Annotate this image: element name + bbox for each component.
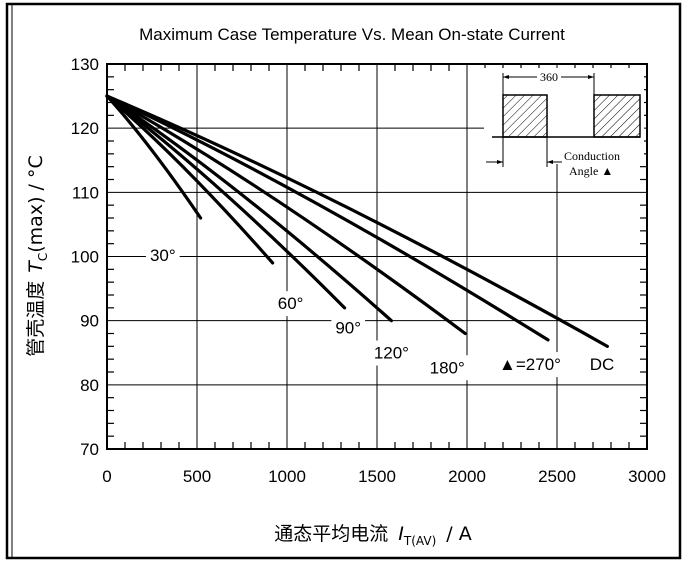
- annotation-label: 180°: [425, 355, 469, 381]
- y-tick-label: 110: [72, 183, 99, 202]
- annotation-label: DC: [585, 352, 619, 378]
- annotation-label: ▲=270°: [495, 352, 565, 378]
- tick-labels: 0 500 1000 1500 2000 2500 3000 70 80 90 100 110 120 1…: [71, 55, 666, 486]
- inset-pulse-1: [502, 94, 548, 138]
- curve-120: [105, 94, 393, 323]
- y-axis-label-cn: 管壳温度: [25, 281, 47, 357]
- y-axis-label-unit: (max) / °C: [25, 155, 47, 252]
- chart-title: Maximum Case Temperature Vs. Mean On-sta…: [139, 25, 565, 44]
- x-tick-label: 1000: [268, 467, 306, 486]
- y-axis-label-symbol: T: [25, 260, 47, 273]
- x-tick-label: 2000: [448, 467, 486, 486]
- curve-30: [105, 94, 203, 220]
- annotation-label: 30°: [145, 242, 180, 268]
- x-tick-label: 1500: [358, 467, 396, 486]
- inset-pulse-2: [593, 94, 641, 138]
- curve-270: [105, 94, 550, 342]
- x-tick-label: 2500: [538, 467, 576, 486]
- x-tick-label: 0: [102, 467, 111, 486]
- inset-arrow-right: [588, 75, 594, 79]
- plot-area: [106, 63, 648, 450]
- x-axis-label: 通态平均电流 IT(AV) / A: [274, 523, 471, 548]
- x-axis-label-symbol: I: [398, 523, 404, 545]
- conduction-angle-inset: 360 Conduction Angle ▲: [484, 68, 644, 178]
- y-tick-label: 130: [71, 55, 99, 74]
- y-axis-label-text: 管壳温度 TC(max) / °C: [25, 155, 50, 356]
- annotation-background: [425, 355, 469, 381]
- inset-angle-arrow-right: [547, 160, 553, 164]
- annotation-text: 60°: [278, 294, 304, 313]
- grid: [107, 64, 647, 449]
- curve-90: [105, 94, 347, 310]
- annotation-text: ▲=270°: [499, 355, 561, 374]
- annotation-background: [495, 352, 565, 378]
- y-axis-label: 管壳温度 TC(max) / °C: [25, 155, 50, 356]
- x-axis-label-cn: 通态平均电流: [274, 523, 388, 545]
- y-tick-label: 100: [71, 248, 99, 267]
- annotation-label: 90°: [331, 315, 366, 341]
- x-axis-label-subscript: T(AV): [403, 534, 436, 548]
- x-tick-label: 3000: [628, 467, 666, 486]
- curve-180: [105, 94, 467, 336]
- annotations: 30° 60° 90° 120° 180° ▲=270° DC: [145, 242, 619, 381]
- y-axis-label-subscript: C: [36, 253, 50, 261]
- inset-angle-arrow-left: [497, 160, 503, 164]
- annotation-background: [331, 315, 366, 341]
- annotation-label: 120°: [369, 340, 413, 366]
- x-axis-label-unit: / A: [446, 523, 471, 545]
- inset-caption-line1: Conduction: [564, 149, 620, 163]
- x-tick-label: 500: [183, 467, 211, 486]
- annotation-background: [369, 340, 413, 366]
- y-tick-label: 120: [71, 119, 99, 138]
- annotation-text: 180°: [430, 358, 465, 377]
- annotation-text: 90°: [335, 318, 361, 337]
- annotation-text: 120°: [374, 344, 409, 363]
- chart-frame: [5, 2, 682, 560]
- annotation-background: [585, 352, 619, 378]
- annotation-background: [273, 291, 308, 317]
- inset-dimension-label: 360: [540, 70, 558, 84]
- annotation-label: 60°: [273, 291, 308, 317]
- y-tick-label: 90: [80, 312, 99, 331]
- inset-caption-line2: Angle ▲: [569, 164, 613, 178]
- inset-arrow-left: [503, 75, 509, 79]
- annotation-text: DC: [590, 355, 615, 374]
- y-tick-label: 80: [80, 376, 99, 395]
- annotation-text: 30°: [150, 246, 176, 265]
- curves: [105, 94, 609, 348]
- y-tick-label: 70: [80, 440, 99, 459]
- curve-dc: [105, 94, 609, 348]
- annotation-background: [145, 242, 180, 268]
